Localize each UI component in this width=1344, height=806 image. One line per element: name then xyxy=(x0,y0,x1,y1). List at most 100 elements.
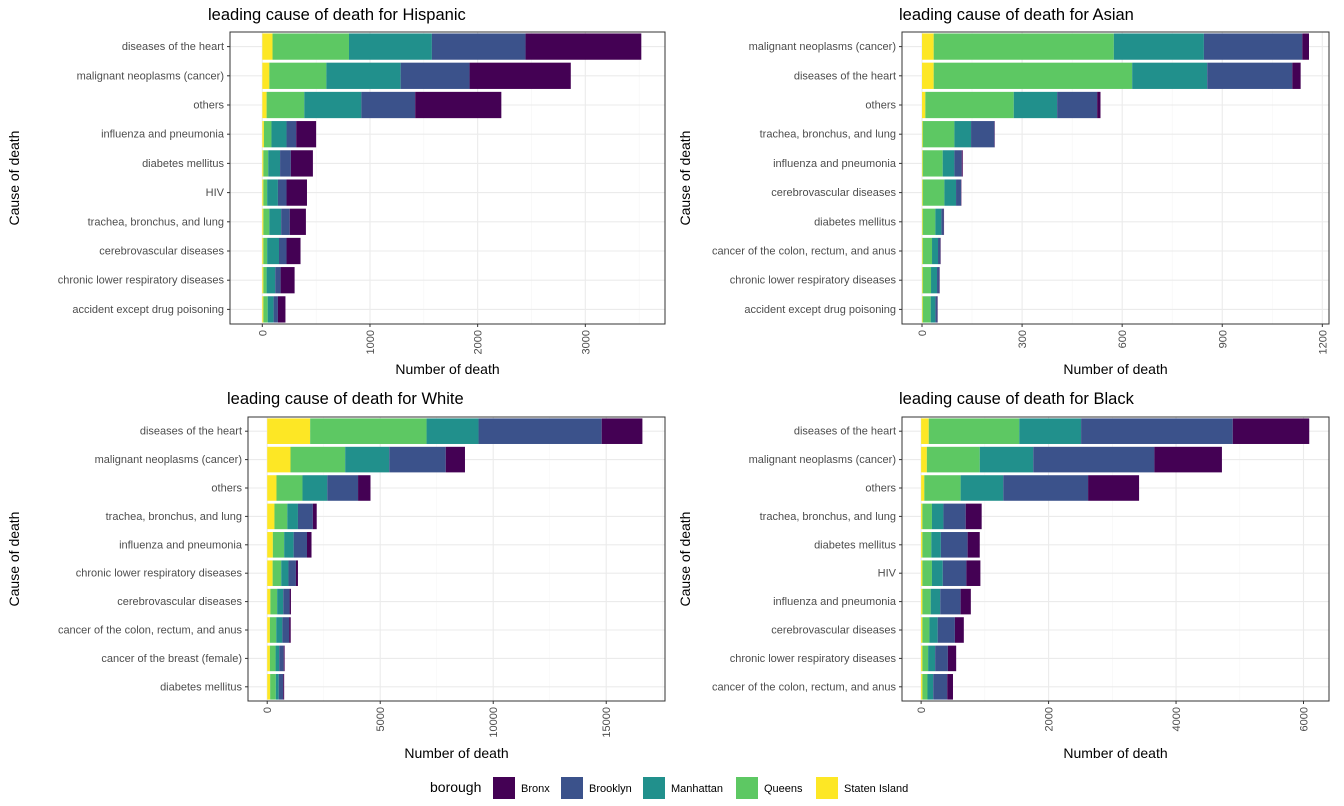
bar-staten-island-trachea-bronchus-and-lung xyxy=(267,503,275,530)
bar-bronx-accident-except-drug-poisoning xyxy=(277,296,286,323)
bar-manhattan-hiv xyxy=(931,560,943,586)
bar-brooklyn-cerebrovascular-diseases xyxy=(956,179,962,206)
bar-manhattan-chronic-lower-respiratory-diseases xyxy=(928,645,936,672)
bar-manhattan-chronic-lower-respiratory-diseases xyxy=(266,267,276,294)
bar-staten-island-malignant-neoplasms-cancer xyxy=(267,446,291,473)
bar-manhattan-cerebrovascular-diseases xyxy=(277,588,284,615)
y-tick-label: chronic lower respiratory diseases xyxy=(58,275,225,287)
bar-queens-influenza-and-pneumonia xyxy=(272,532,285,558)
y-tick-label: influenza and pneumonia xyxy=(773,158,897,170)
bar-staten-island-diseases-of-the-heart xyxy=(922,62,934,89)
legend-swatch-bronx xyxy=(493,777,515,799)
bar-staten-island-chronic-lower-respiratory-diseases xyxy=(921,645,923,672)
panel-border xyxy=(229,31,666,325)
bar-manhattan-trachea-bronchus-and-lung xyxy=(954,121,972,148)
bar-staten-island-diabetes-mellitus xyxy=(921,532,923,558)
bar-brooklyn-diseases-of-the-heart xyxy=(478,418,602,444)
bar-queens-accident-except-drug-poisoning xyxy=(922,296,931,323)
bar-staten-island-cancer-of-the-colon-rectum-and-anus xyxy=(267,617,270,643)
bar-bronx-malignant-neoplasms-cancer xyxy=(445,446,465,473)
x-tick-label: 10000 xyxy=(488,707,500,738)
bar-queens-malignant-neoplasms-cancer xyxy=(290,446,346,473)
y-tick-label: chronic lower respiratory diseases xyxy=(730,653,897,665)
bar-bronx-cancer-of-the-colon-rectum-and-anus xyxy=(947,674,953,700)
y-tick-label: cerebrovascular diseases xyxy=(99,246,224,258)
bar-brooklyn-accident-except-drug-poisoning xyxy=(273,296,278,323)
bar-brooklyn-chronic-lower-respiratory-diseases xyxy=(275,267,281,294)
bar-queens-cerebrovascular-diseases xyxy=(270,588,278,615)
bar-bronx-influenza-and-pneumonia xyxy=(961,150,963,177)
bar-brooklyn-others xyxy=(1003,475,1089,501)
y-tick-label: malignant neoplasms (cancer) xyxy=(749,41,896,53)
bar-queens-trachea-bronchus-and-lung xyxy=(922,503,932,530)
bar-bronx-diseases-of-the-heart xyxy=(1232,418,1310,444)
x-tick-label: 15000 xyxy=(601,707,613,738)
bar-bronx-cancer-of-the-colon-rectum-and-anus xyxy=(289,617,291,643)
bar-queens-cancer-of-the-colon-rectum-and-anus xyxy=(922,237,933,265)
x-tick-label: 600 xyxy=(1117,330,1129,348)
bar-queens-cancer-of-the-breast-female xyxy=(269,645,276,672)
bar-queens-influenza-and-pneumonia xyxy=(922,150,943,177)
bar-bronx-trachea-bronchus-and-lung xyxy=(965,503,982,530)
bar-manhattan-diseases-of-the-heart xyxy=(426,418,479,444)
legend-swatch-staten-island xyxy=(816,777,838,799)
bar-staten-island-cancer-of-the-colon-rectum-and-anus xyxy=(922,237,923,265)
y-tick-label: cerebrovascular diseases xyxy=(771,625,896,637)
bar-queens-hiv xyxy=(263,179,268,206)
bar-brooklyn-diabetes-mellitus xyxy=(280,150,291,177)
bar-bronx-trachea-bronchus-and-lung xyxy=(312,503,317,530)
bar-brooklyn-chronic-lower-respiratory-diseases xyxy=(935,645,948,672)
bar-queens-trachea-bronchus-and-lung xyxy=(922,121,955,148)
bar-manhattan-cancer-of-the-colon-rectum-and-anus xyxy=(276,617,283,643)
chart-panel-3: diseases of the heart malignant neoplasms… xyxy=(6,390,666,761)
bar-brooklyn-cerebrovascular-diseases xyxy=(283,588,290,615)
bar-manhattan-diabetes-mellitus xyxy=(931,532,941,558)
bar-bronx-cancer-of-the-breast-female xyxy=(283,645,285,672)
x-axis-label: Number of death xyxy=(1063,361,1167,377)
chart-panel-2: malignant neoplasms (cancer) diseases of … xyxy=(677,6,1330,377)
y-tick-label: accident except drug poisoning xyxy=(744,304,896,316)
bar-staten-island-cerebrovascular-diseases xyxy=(262,237,264,265)
chart-panel-1: diseases of the heart malignant neoplasms… xyxy=(6,6,666,377)
bar-queens-diseases-of-the-heart xyxy=(933,62,1133,89)
bar-staten-island-malignant-neoplasms-cancer xyxy=(921,446,927,473)
bar-queens-influenza-and-pneumonia xyxy=(263,121,272,148)
bar-queens-cancer-of-the-colon-rectum-and-anus xyxy=(269,617,277,643)
bar-staten-island-hiv xyxy=(262,179,264,206)
bar-bronx-cerebrovascular-diseases xyxy=(289,588,291,615)
y-axis-label: Cause of death xyxy=(677,131,693,226)
bar-brooklyn-hiv xyxy=(942,560,967,586)
bar-brooklyn-chronic-lower-respiratory-diseases xyxy=(937,267,940,294)
bar-brooklyn-influenza-and-pneumonia xyxy=(954,150,962,177)
panel-title: leading cause of death for Asian xyxy=(899,6,1134,24)
bar-brooklyn-hiv xyxy=(277,179,287,206)
bar-staten-island-trachea-bronchus-and-lung xyxy=(922,121,923,148)
bar-queens-diseases-of-the-heart xyxy=(928,418,1020,444)
bar-staten-island-others xyxy=(267,475,277,501)
bar-manhattan-chronic-lower-respiratory-diseases xyxy=(281,560,289,586)
bar-queens-chronic-lower-respiratory-diseases xyxy=(922,645,929,672)
bar-manhattan-cerebrovascular-diseases xyxy=(929,617,938,643)
bar-queens-cerebrovascular-diseases xyxy=(922,617,930,643)
y-tick-label: malignant neoplasms (cancer) xyxy=(749,454,896,466)
bar-staten-island-influenza-and-pneumonia xyxy=(267,532,273,558)
bar-queens-malignant-neoplasms-cancer xyxy=(926,446,980,473)
bar-queens-others xyxy=(276,475,303,501)
bar-brooklyn-diseases-of-the-heart xyxy=(431,33,526,60)
bar-queens-cerebrovascular-diseases xyxy=(263,237,268,265)
bar-manhattan-others xyxy=(960,475,1004,501)
bar-queens-chronic-lower-respiratory-diseases xyxy=(272,560,282,586)
y-tick-label: diabetes mellitus xyxy=(814,216,896,228)
bar-staten-island-trachea-bronchus-and-lung xyxy=(921,503,923,530)
bar-manhattan-malignant-neoplasms-cancer xyxy=(979,446,1034,473)
bar-bronx-diabetes-mellitus xyxy=(967,532,980,558)
bar-staten-island-malignant-neoplasms-cancer xyxy=(262,62,270,89)
bar-staten-island-diseases-of-the-heart xyxy=(267,418,311,444)
y-tick-label: trachea, bronchus, and lung xyxy=(106,511,242,523)
bar-staten-island-influenza-and-pneumonia xyxy=(921,588,923,615)
bar-staten-island-others xyxy=(922,91,926,119)
bar-staten-island-hiv xyxy=(921,560,923,586)
legend-label-bronx: Bronx xyxy=(521,783,550,795)
panel-title: leading cause of death for Black xyxy=(899,390,1135,408)
legend-swatch-queens xyxy=(736,777,758,799)
